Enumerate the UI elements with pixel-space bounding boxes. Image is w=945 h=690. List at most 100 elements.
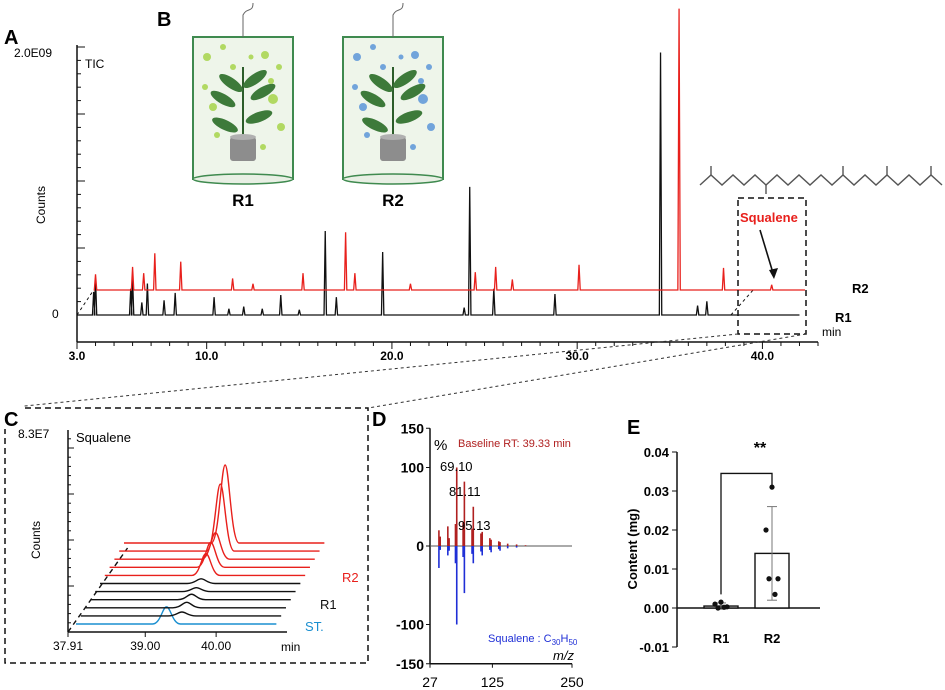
- panel-c-compound: Squalene: [76, 430, 131, 445]
- panel-c-r1-label: R1: [320, 597, 337, 612]
- leaf-icon: [210, 90, 236, 108]
- data-point: [775, 576, 781, 582]
- panel-a-x-tick-label: 30.0: [565, 349, 589, 363]
- particle-icon: [260, 144, 266, 150]
- panel-c-label: C: [4, 409, 18, 431]
- panel-e-y-tick-label: 0.00: [644, 601, 669, 616]
- particle-icon: [209, 103, 217, 111]
- leaf-icon: [250, 83, 276, 101]
- panel-d-y-tick-label: -150: [396, 656, 424, 672]
- particle-icon: [202, 84, 208, 90]
- squalene-arrow-head: [769, 268, 778, 279]
- panel-c-frame: [4, 407, 369, 664]
- r2-offset-line: [76, 289, 95, 316]
- panel-d-bottom-title: Squalene : C30H50: [488, 633, 578, 647]
- panel-c-depth-line: [67, 547, 129, 633]
- panel-d: D 150 100 0 -100 -150 27 125 250 % Baseline RT:…: [372, 409, 584, 690]
- panel-c-xunit: min: [281, 640, 300, 654]
- chamber-r1: R1: [192, 2, 294, 210]
- panel-a-x-tick-label: 3.0: [69, 349, 86, 363]
- panel-d-xlabel: m/z: [553, 648, 574, 663]
- panel-e-label: E: [627, 417, 640, 439]
- particle-icon: [411, 51, 419, 59]
- panel-a-trace-label: TIC: [85, 57, 105, 71]
- squalene-arrow-line: [759, 229, 774, 274]
- panel-d-y-tick-label: 150: [401, 420, 425, 436]
- series-r1: [77, 52, 800, 316]
- panel-a: A 2.0E09 TIC 0 Counts 3.0 10.0 20.0 30.0 40.…: [4, 8, 943, 409]
- panel-e-ylabel: Content (mg): [625, 509, 640, 590]
- panel-b: B R1 R2: [157, 2, 444, 210]
- particle-icon: [426, 64, 432, 70]
- trace-r1: [90, 593, 291, 601]
- panel-d-x-tick-label: 125: [481, 674, 505, 690]
- panel-c-ymax-label: 8.3E7: [18, 427, 50, 441]
- trace-r1: [95, 586, 296, 593]
- leaf-icon: [393, 69, 417, 89]
- chamber-base: [192, 173, 294, 185]
- pot-icon: [380, 137, 406, 161]
- peak-label-81: 81.11: [449, 484, 481, 499]
- squalene-structure: [699, 174, 943, 186]
- panel-c-x-tick-label: 37.91: [53, 639, 83, 653]
- panel-a-traces: [76, 8, 806, 316]
- significance-stars: **: [754, 440, 767, 457]
- panel-c-st-label: ST.: [305, 619, 324, 634]
- trace-r1: [100, 578, 301, 585]
- particle-icon: [268, 94, 278, 104]
- data-point: [718, 599, 724, 605]
- data-point: [766, 576, 772, 582]
- panel-a-x-tick-label: 20.0: [380, 349, 404, 363]
- particle-icon: [276, 64, 282, 70]
- panel-e-plot: 0.04 0.03 0.02 0.01 0.00 -0.01 R1 R2: [639, 445, 820, 655]
- zoom-line-right: [367, 333, 807, 409]
- panel-a-r2-label: R2: [852, 281, 869, 296]
- data-point: [772, 591, 778, 597]
- particle-icon: [220, 44, 226, 50]
- trace-standard: [76, 606, 277, 625]
- chamber-r2: R2: [342, 2, 444, 210]
- leaf-icon: [245, 110, 273, 124]
- panel-d-y-tick-label: 100: [401, 460, 425, 476]
- pot-rim: [230, 134, 256, 140]
- particle-icon: [418, 78, 424, 84]
- leaf-icon: [369, 73, 393, 93]
- panel-e-category-label: R2: [764, 631, 781, 646]
- significance-bracket: [720, 472, 773, 595]
- leaf-icon: [212, 117, 238, 133]
- leaf-icon: [219, 73, 243, 93]
- panel-a-x-tick-label: 40.0: [751, 349, 775, 363]
- panel-a-xunit: min: [822, 325, 841, 339]
- leaf-icon: [360, 90, 386, 108]
- data-point: [763, 527, 769, 533]
- panel-e-category-label: R1: [713, 631, 730, 646]
- panel-a-axes: 3.0 10.0 20.0 30.0 40.0: [69, 45, 819, 363]
- panel-c-x-tick-label: 40.00: [201, 639, 231, 653]
- panel-b-label: B: [157, 9, 171, 31]
- panel-d-plot: 150 100 0 -100 -150 27 125 250: [396, 420, 584, 690]
- series-r2: [93, 8, 806, 291]
- peak-label-69: 69.10: [440, 459, 473, 474]
- panel-d-label: D: [372, 409, 386, 431]
- panel-e-y-tick-label: -0.01: [639, 640, 669, 655]
- panel-e-y-tick-label: 0.03: [644, 484, 669, 499]
- trace-r1: [80, 611, 282, 617]
- particle-icon: [277, 123, 285, 131]
- particle-icon: [398, 54, 404, 60]
- panel-d-x-tick-label: 27: [422, 674, 438, 690]
- r2-offset-line: [730, 289, 754, 316]
- panel-d-x-tick-label: 250: [560, 674, 584, 690]
- panel-c: C 8.3E7 Squalene Counts 37.91 39.00 40.00 …: [2, 405, 369, 664]
- tube-icon: [242, 2, 254, 37]
- leaf-icon: [362, 117, 388, 133]
- peak-label-95: 95.13: [458, 518, 491, 533]
- tube-icon: [392, 2, 404, 37]
- particle-icon: [261, 51, 269, 59]
- particle-icon: [370, 44, 376, 50]
- panel-a-r1-label: R1: [835, 310, 852, 325]
- panel-e-y-tick-label: 0.04: [644, 445, 670, 460]
- chamber-label: R1: [232, 191, 254, 210]
- particle-icon: [418, 94, 428, 104]
- particle-icon: [353, 53, 361, 61]
- particle-icon: [203, 53, 211, 61]
